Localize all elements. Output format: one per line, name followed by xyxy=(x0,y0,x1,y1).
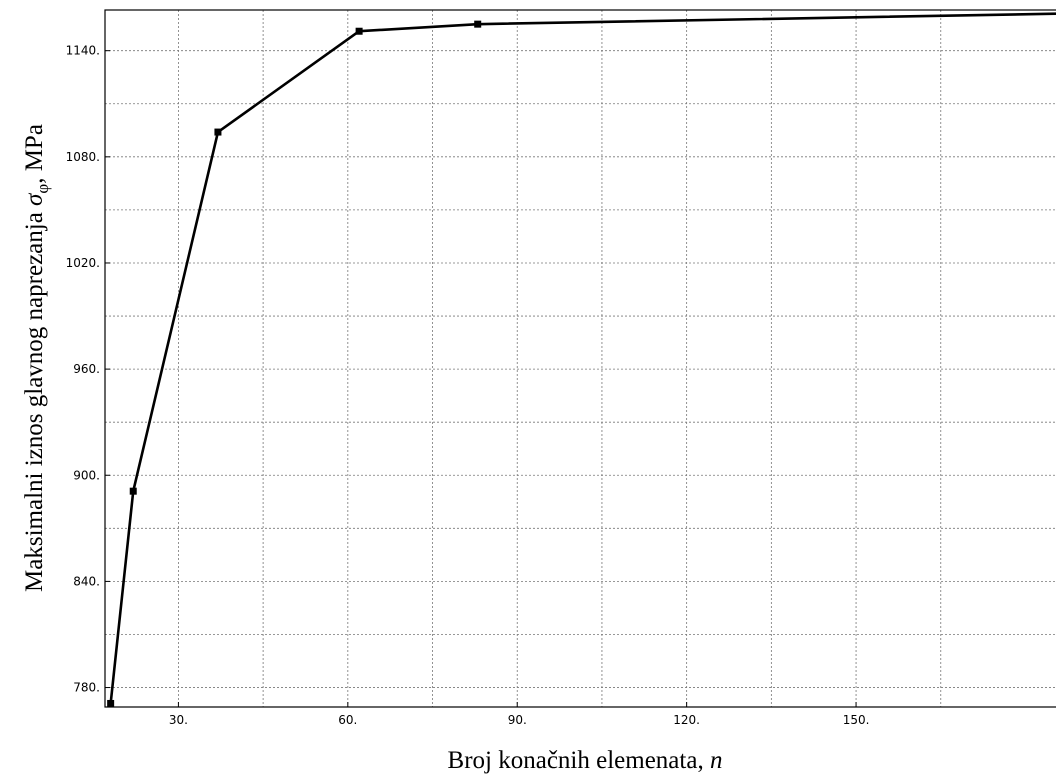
data-point-marker xyxy=(107,699,115,707)
data-point-marker xyxy=(214,128,222,136)
grid-lines xyxy=(105,10,1056,707)
y-tick-label: 900. xyxy=(73,468,100,482)
y-axis-title: Maksimalni iznos glavnog naprezanja σφ, … xyxy=(21,124,52,592)
x-axis-ticks: 30. 60. 90. 120. 150. xyxy=(169,702,870,727)
x-tick-label: 30. xyxy=(169,713,188,727)
x-tick-label: 120. xyxy=(673,713,700,727)
data-point-marker xyxy=(474,20,482,28)
data-point-marker xyxy=(129,487,137,495)
data-point-marker xyxy=(355,27,363,35)
y-tick-label: 960. xyxy=(73,362,100,376)
y-axis-ticks: 780. 840. 900. 960. 1020. 1080. 1140. xyxy=(66,44,110,695)
x-tick-label: 90. xyxy=(508,713,527,727)
series-line xyxy=(109,12,1056,704)
x-tick-label: 150. xyxy=(843,713,870,727)
x-axis-title: Broj konačnih elemenata, n xyxy=(448,747,723,774)
x-tick-label: 60. xyxy=(338,713,357,727)
series-group xyxy=(107,12,1056,707)
y-tick-label: 1080. xyxy=(66,150,100,164)
y-tick-label: 1140. xyxy=(66,44,100,58)
y-tick-label: 1020. xyxy=(66,256,100,270)
plot-frame xyxy=(104,9,1056,708)
y-tick-label: 840. xyxy=(73,574,100,588)
y-tick-label: 780. xyxy=(73,681,100,695)
